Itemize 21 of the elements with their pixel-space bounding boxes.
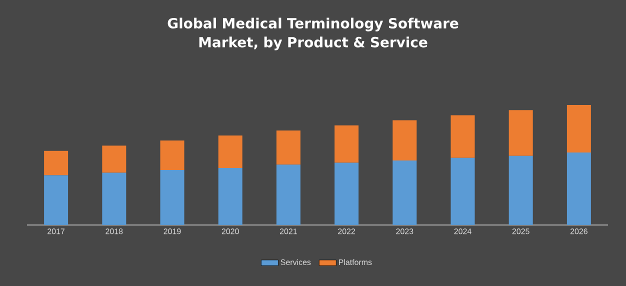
bar	[392, 120, 417, 161]
bar	[160, 140, 184, 170]
bar	[44, 175, 68, 225]
bar	[566, 105, 591, 153]
chart-title: Global Medical Terminology Software Market, by Product & Service	[168, 18, 458, 50]
bar	[334, 125, 359, 163]
bar	[44, 150, 68, 176]
bar	[566, 152, 591, 225]
bar	[508, 110, 533, 156]
bar	[218, 135, 242, 168]
bar	[160, 170, 184, 225]
bar	[218, 168, 242, 225]
bar	[334, 162, 359, 225]
bar	[450, 158, 475, 225]
bar	[508, 156, 533, 225]
bar	[102, 172, 126, 225]
bar	[276, 130, 300, 165]
bar	[102, 146, 126, 173]
bar	[276, 164, 300, 225]
bar	[450, 115, 475, 158]
bar	[392, 160, 417, 225]
